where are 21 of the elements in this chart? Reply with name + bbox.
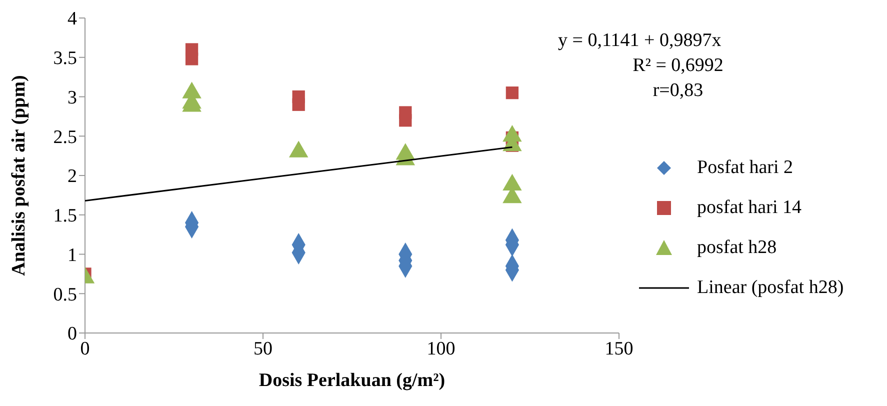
y-tick-label: 3 <box>68 87 77 108</box>
y-axis-title: Analisis posfat air (ppm) <box>8 75 30 276</box>
legend-label: Linear (posfat h28) <box>697 277 844 299</box>
y-tick-label: 1.5 <box>53 206 77 227</box>
text: R² = 0,6992 <box>632 55 724 76</box>
y-tick-label: 0.5 <box>53 284 77 306</box>
y-tick-label: 2 <box>68 166 77 188</box>
y-tick-label: 3.5 <box>53 48 77 70</box>
x-tick-label: 150 <box>604 338 634 360</box>
x-tick-label: 100 <box>426 338 456 360</box>
legend-label: Posfat hari 2 <box>697 157 794 179</box>
y-tick-label: 4 <box>68 8 78 30</box>
x-tick-label: 50 <box>254 338 272 360</box>
y-tick-label: 2.5 <box>53 126 77 148</box>
legend-label: posfat hari 14 <box>697 197 802 219</box>
x-axis-title: Dosis Perlakuan (g/m²) <box>258 370 446 391</box>
y-tick-label: 1 <box>68 244 77 266</box>
text: r=0,83 <box>652 80 704 101</box>
legend-label: posfat h28 <box>697 237 777 259</box>
annotation: y = 0,1141 + 0,9897x <box>558 30 722 51</box>
y-tick-label: 0 <box>68 324 77 345</box>
